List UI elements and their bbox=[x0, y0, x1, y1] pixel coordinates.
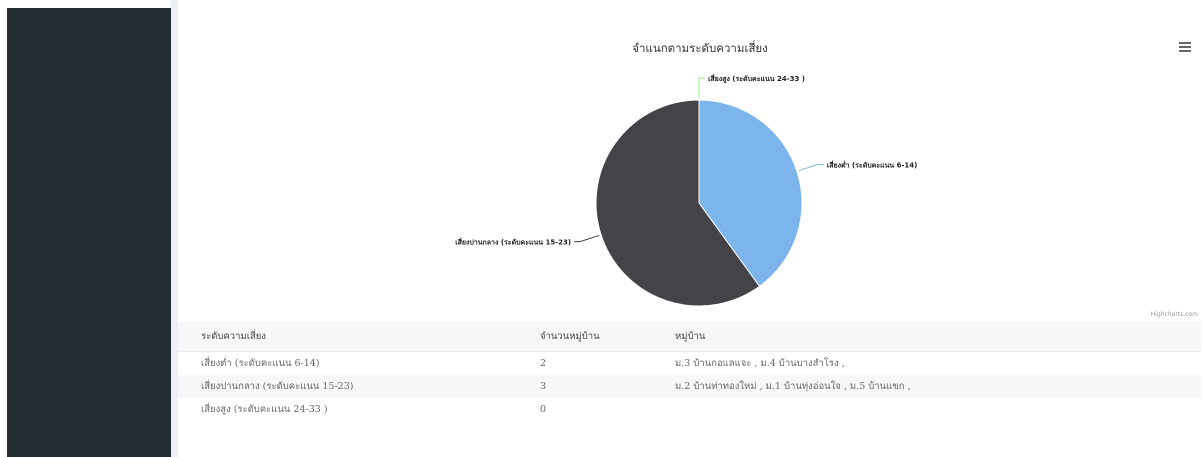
label-high-risk: เสี่ยงสูง (ระดับคะแนน 24-33 ) bbox=[708, 73, 805, 84]
chart-credit[interactable]: Highcharts.com bbox=[1150, 311, 1198, 318]
header-risk-level: ระดับความเสี่ยง bbox=[178, 321, 540, 352]
content-gutter bbox=[171, 0, 178, 457]
cell-village-count: 2 bbox=[540, 358, 547, 369]
cell-village-count: 0 bbox=[540, 404, 547, 415]
pie-connectors bbox=[574, 77, 824, 243]
connector-line bbox=[698, 77, 705, 98]
cell-village-count: 3 bbox=[540, 375, 675, 398]
header-villages: หมู่บ้าน bbox=[675, 321, 1201, 352]
chart-title: จำแนกตามระดับความเสี่ยง bbox=[632, 40, 768, 55]
cell-risk-level: เสี่ยงต่ำ (ระดับคะแนน 6-14) bbox=[201, 358, 320, 369]
header-village-count: จำนวนหมู่บ้าน bbox=[540, 321, 675, 352]
hamburger-menu-icon[interactable] bbox=[1176, 37, 1196, 57]
label-medium-risk: เสี่ยงปานกลาง (ระดับคะแนน 15-23) bbox=[455, 237, 571, 247]
slice-low-risk[interactable] bbox=[698, 99, 803, 288]
risk-table: ระดับความเสี่ยง จำนวนหมู่บ้าน หมู่บ้าน เ… bbox=[178, 321, 1201, 421]
cell-risk-level: เสี่ยงสูง (ระดับคะแนน 24-33 ) bbox=[201, 404, 328, 415]
cell-risk-level: เสี่ยงปานกลาง (ระดับคะแนน 15-23) bbox=[178, 375, 540, 398]
connector-line bbox=[798, 163, 824, 172]
cell-villages: ม.3 บ้านกอแลแจะ , ม.4 บ้านบางสำโรง , bbox=[675, 358, 845, 369]
table-row: เสี่ยงต่ำ (ระดับคะแนน 6-14) 2 ม.3 บ้านกอ… bbox=[178, 352, 1201, 376]
cell-villages bbox=[675, 398, 1201, 421]
connector-line bbox=[574, 234, 600, 243]
table-row: เสี่ยงสูง (ระดับคะแนน 24-33 ) 0 bbox=[178, 398, 1201, 421]
table-header-row: ระดับความเสี่ยง จำนวนหมู่บ้าน หมู่บ้าน bbox=[178, 321, 1201, 352]
pie-labels: เสี่ยงต่ำ (ระดับคะแนน 6-14) เสี่ยงปานกลาง… bbox=[455, 73, 917, 247]
pie-chart: จำแนกตามระดับความเสี่ยง เสี่ยงต่ำ (ระดับ… bbox=[455, 40, 917, 307]
slice-medium-risk[interactable] bbox=[595, 99, 761, 307]
cell-villages: ม.2 บ้านท่าทองใหม่ , ม.1 บ้านทุ่งอ่อนใจ … bbox=[675, 375, 1201, 398]
main-content: จำแนกตามระดับความเสี่ยง เสี่ยงต่ำ (ระดับ… bbox=[178, 0, 1203, 457]
table-row: เสี่ยงปานกลาง (ระดับคะแนน 15-23) 3 ม.2 บ… bbox=[178, 375, 1201, 398]
sidebar bbox=[7, 8, 171, 457]
pie-slices bbox=[595, 99, 803, 307]
label-low-risk: เสี่ยงต่ำ (ระดับคะแนน 6-14) bbox=[827, 159, 917, 169]
